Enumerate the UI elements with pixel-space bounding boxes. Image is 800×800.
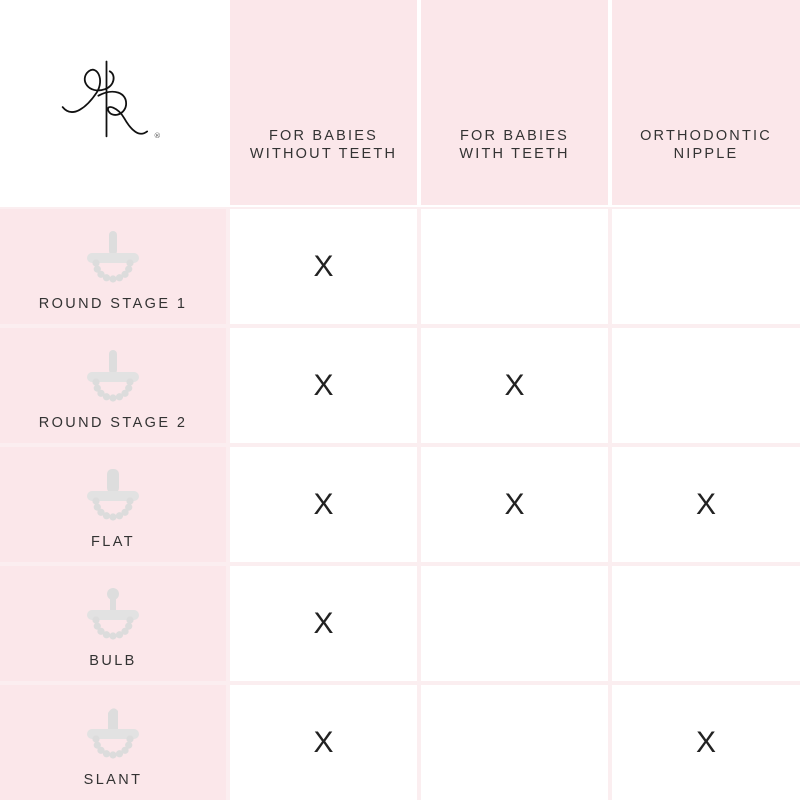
pacifier-bulb-icon <box>83 584 143 649</box>
column-header-line: NIPPLE <box>673 145 739 162</box>
check-cell: X <box>612 685 800 800</box>
row-header: FLAT <box>0 447 226 562</box>
check-cell <box>421 685 608 800</box>
row-header: BULB <box>0 566 226 681</box>
check-cell: X <box>421 328 608 443</box>
column-header-line: FOR BABIES <box>268 127 379 144</box>
check-cell <box>421 566 608 681</box>
pacifier-round-icon <box>83 227 143 292</box>
check-cell: X <box>230 328 417 443</box>
row-header: SLANT <box>0 685 226 800</box>
check-cell: X <box>230 685 417 800</box>
row-name: SLANT <box>83 772 143 788</box>
check-cell <box>421 209 608 324</box>
row-name: ROUND STAGE 2 <box>38 415 188 431</box>
check-cell <box>612 209 800 324</box>
check-cell <box>612 328 800 443</box>
row-name: FLAT <box>91 534 135 550</box>
column-header-line: ORTHODONTIC <box>640 127 772 144</box>
row-header: ROUND STAGE 2 <box>0 328 226 443</box>
check-cell: X <box>421 447 608 562</box>
pacifier-flat-icon <box>83 465 143 530</box>
check-cell: X <box>230 566 417 681</box>
pacifier-slant-icon <box>83 703 143 768</box>
svg-text:®: ® <box>154 130 161 139</box>
pacifier-round-icon <box>83 346 143 411</box>
column-header: FOR BABIES WITHOUT TEETH <box>230 0 417 205</box>
check-cell: X <box>612 447 800 562</box>
logo-monogram-icon: ® <box>61 60 161 139</box>
brand-logo: ® <box>0 0 226 205</box>
row-name: BULB <box>89 653 137 669</box>
check-cell: X <box>230 209 417 324</box>
check-cell: X <box>230 447 417 562</box>
check-cell <box>612 566 800 681</box>
column-header: FOR BABIES WITH TEETH <box>421 0 608 205</box>
column-header: ORTHODONTIC NIPPLE <box>612 0 800 205</box>
column-header-line: WITHOUT TEETH <box>249 145 398 162</box>
row-name: ROUND STAGE 1 <box>38 296 188 312</box>
row-header: ROUND STAGE 1 <box>0 209 226 324</box>
column-header-line: WITH TEETH <box>459 145 570 162</box>
column-header-line: FOR BABIES <box>459 127 570 144</box>
